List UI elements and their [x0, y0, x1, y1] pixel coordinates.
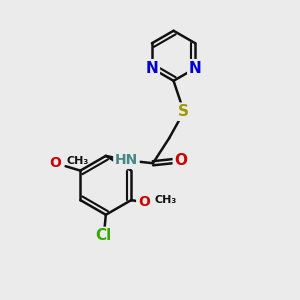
Text: HN: HN — [115, 153, 138, 167]
Text: N: N — [146, 61, 158, 76]
Text: O: O — [174, 153, 188, 168]
Text: CH₃: CH₃ — [67, 156, 89, 166]
Text: O: O — [138, 194, 150, 208]
Text: O: O — [138, 194, 150, 208]
Text: Cl: Cl — [95, 229, 111, 244]
Text: CH₃: CH₃ — [155, 195, 177, 205]
Text: N: N — [146, 61, 158, 76]
Text: Cl: Cl — [95, 229, 111, 244]
Text: N: N — [189, 61, 202, 76]
Text: O: O — [50, 156, 61, 170]
Text: S: S — [178, 104, 189, 119]
Text: S: S — [178, 104, 189, 119]
Text: HN: HN — [115, 153, 138, 167]
Text: N: N — [189, 61, 202, 76]
Text: O: O — [50, 156, 61, 170]
Text: O: O — [174, 153, 188, 168]
